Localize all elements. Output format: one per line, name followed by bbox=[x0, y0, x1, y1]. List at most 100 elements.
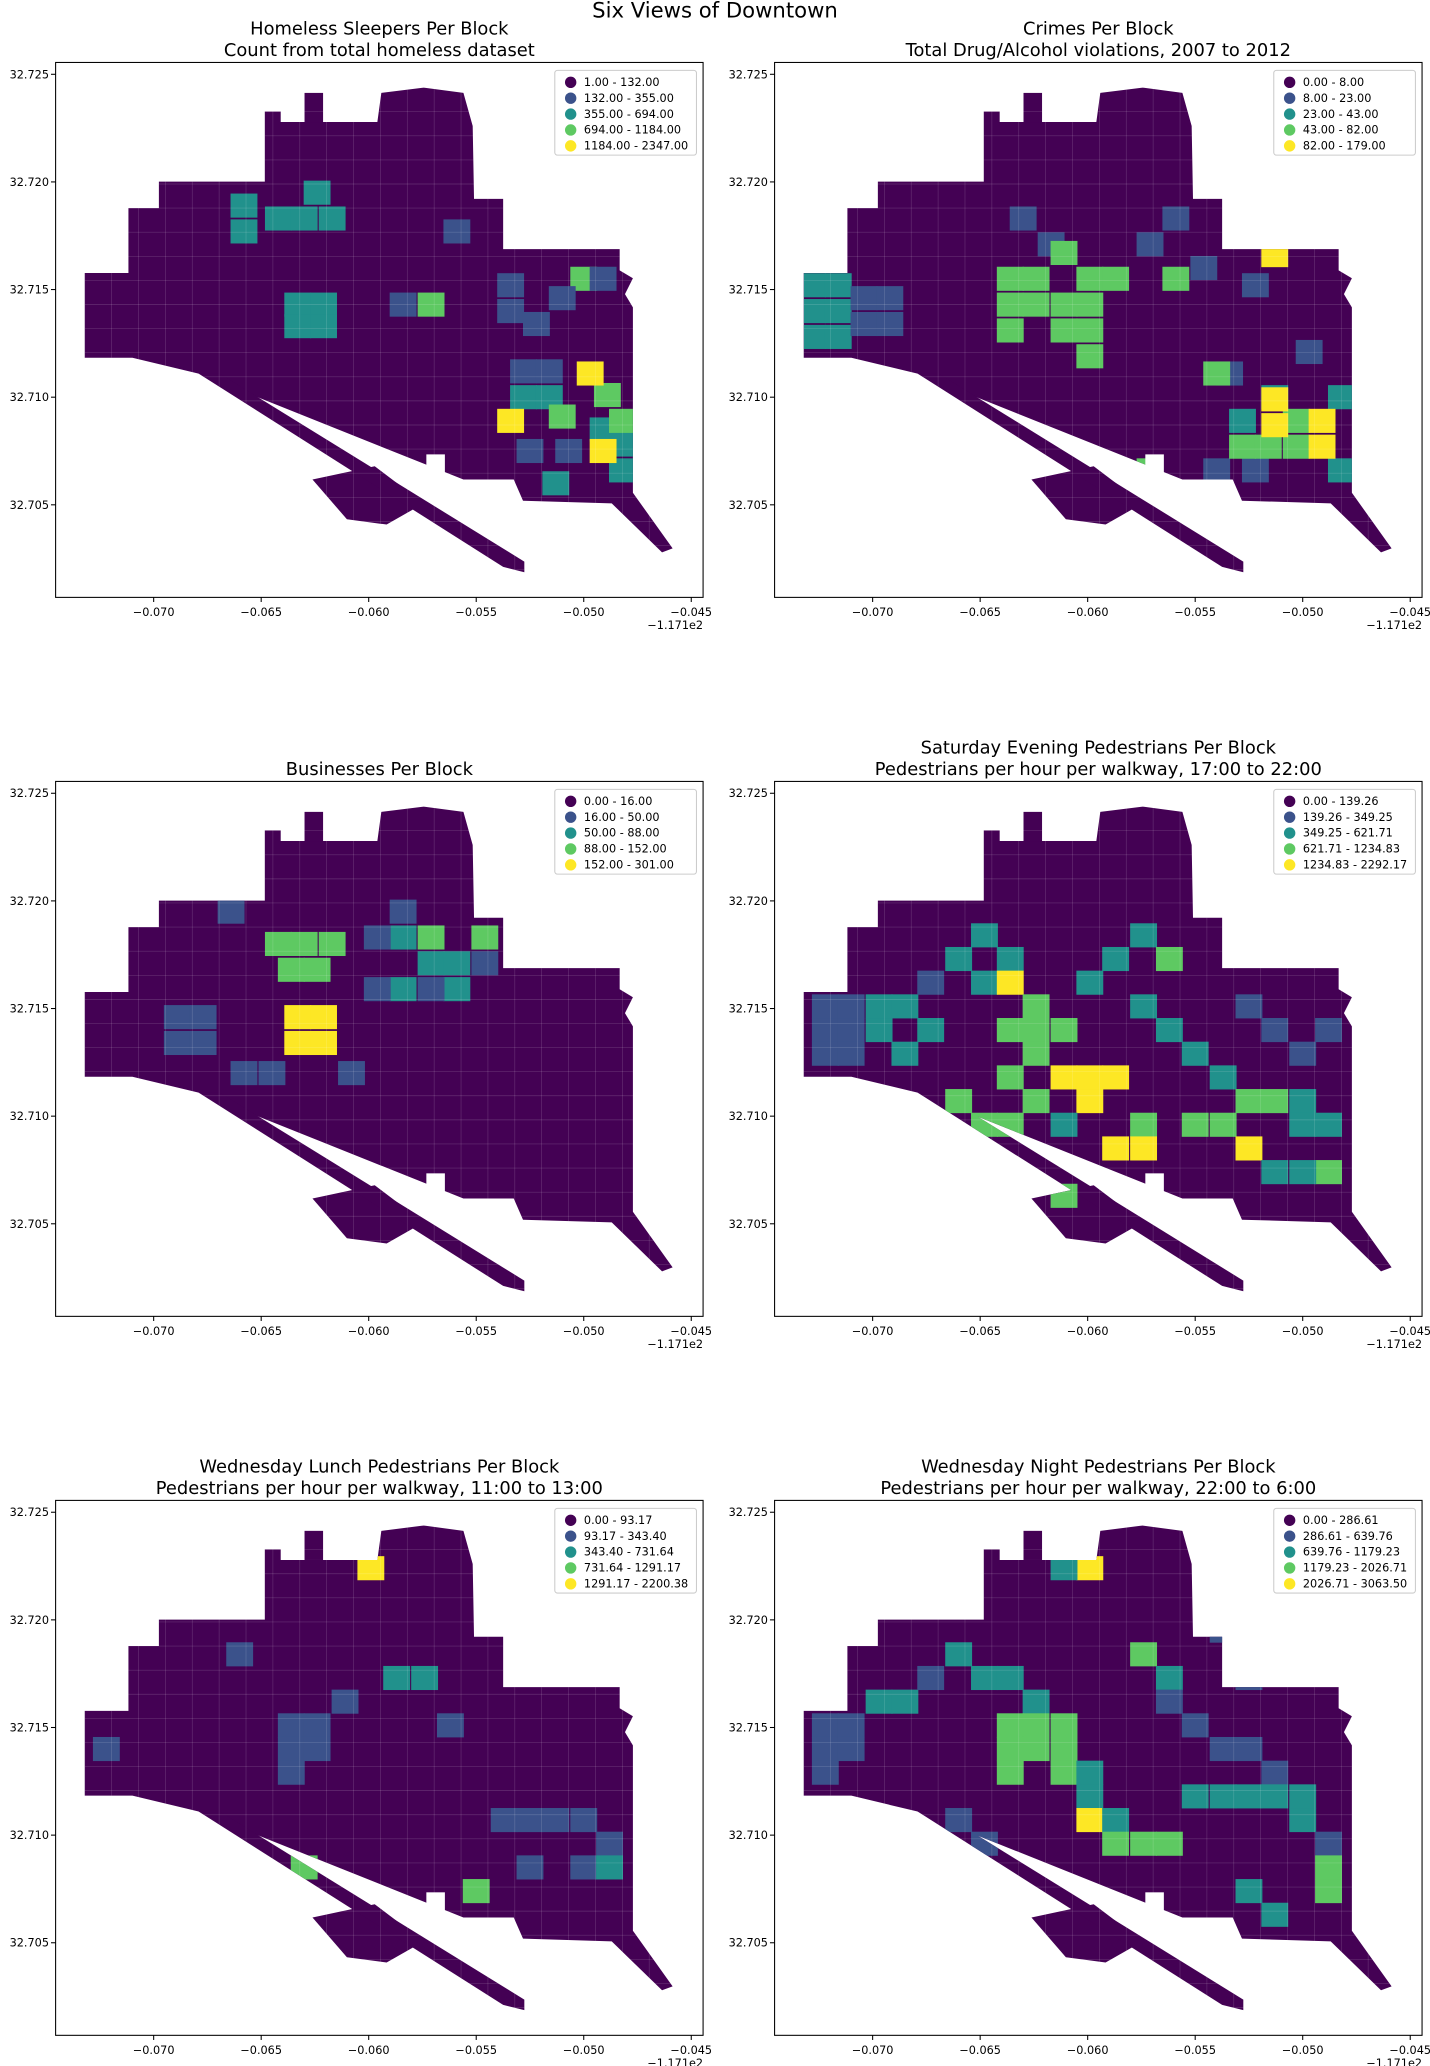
block bbox=[1209, 1112, 1237, 1137]
block bbox=[1050, 240, 1078, 266]
legend-swatch bbox=[1283, 92, 1296, 104]
block bbox=[264, 931, 292, 956]
block bbox=[1209, 1065, 1237, 1090]
block bbox=[1130, 1831, 1158, 1856]
block bbox=[290, 931, 318, 956]
panel-title: Saturday Evening Pedestrians Per Block bbox=[921, 738, 1277, 759]
block bbox=[516, 1808, 544, 1833]
legend-swatch bbox=[564, 811, 577, 823]
block bbox=[837, 1736, 865, 1762]
y-tick-label: 32.715 bbox=[10, 1002, 49, 1015]
block bbox=[1315, 1018, 1342, 1043]
block bbox=[1155, 946, 1183, 972]
legend-swatch bbox=[1283, 859, 1296, 871]
legend-swatch bbox=[564, 1546, 577, 1558]
block bbox=[917, 970, 945, 995]
x-tick-label: −0.070 bbox=[852, 1325, 894, 1338]
block bbox=[1022, 1089, 1050, 1114]
block bbox=[945, 1808, 973, 1833]
block bbox=[497, 408, 525, 433]
legend-swatch bbox=[1283, 827, 1296, 839]
legend-swatch bbox=[1283, 1578, 1296, 1590]
block bbox=[1102, 1831, 1130, 1856]
legend-label: 0.00 - 93.17 bbox=[584, 1514, 652, 1527]
y-tick-label: 32.720 bbox=[729, 176, 768, 189]
x-tick-label: −0.045 bbox=[1389, 2044, 1430, 2057]
block bbox=[850, 286, 878, 311]
block bbox=[1295, 339, 1323, 365]
block bbox=[490, 1808, 518, 1833]
district-shape bbox=[312, 1185, 424, 1244]
legend-label: 23.00 - 43.00 bbox=[1303, 108, 1379, 121]
block bbox=[1022, 994, 1050, 1019]
x-tick-label: −0.060 bbox=[1067, 606, 1109, 619]
panel-title: Homeless Sleepers Per Block bbox=[250, 19, 509, 40]
block bbox=[824, 273, 852, 298]
block bbox=[1261, 1760, 1289, 1785]
block bbox=[996, 946, 1024, 972]
block bbox=[971, 1665, 998, 1691]
legend-label: 93.17 - 343.40 bbox=[584, 1530, 667, 1543]
block bbox=[1162, 266, 1190, 291]
block bbox=[1022, 266, 1050, 291]
x-tick-label: −0.060 bbox=[1067, 2044, 1109, 2057]
block bbox=[318, 931, 346, 956]
x-tick-label: −0.050 bbox=[1282, 606, 1324, 619]
block bbox=[1229, 434, 1256, 459]
block bbox=[1076, 1065, 1104, 1090]
block bbox=[542, 471, 570, 496]
block bbox=[1241, 458, 1269, 483]
block bbox=[1130, 1136, 1158, 1161]
block bbox=[1181, 1784, 1209, 1809]
x-tick-label: −0.055 bbox=[1174, 2044, 1216, 2057]
block bbox=[1235, 1642, 1263, 1667]
x-offset-label: −1.171e2 bbox=[1366, 2057, 1422, 2066]
block bbox=[865, 994, 893, 1019]
block bbox=[837, 994, 865, 1019]
block bbox=[163, 1030, 191, 1056]
block bbox=[1050, 1065, 1078, 1090]
block bbox=[303, 1713, 331, 1738]
legend-label: 286.61 - 639.76 bbox=[1303, 1530, 1393, 1543]
block bbox=[1130, 1112, 1158, 1137]
block bbox=[837, 1041, 865, 1066]
block bbox=[971, 970, 998, 995]
x-tick-label: −0.045 bbox=[670, 1325, 712, 1338]
district-shape bbox=[917, 373, 1244, 573]
block bbox=[996, 318, 1024, 343]
x-tick-label: −0.055 bbox=[455, 2044, 497, 2057]
block bbox=[824, 299, 852, 324]
district-shape bbox=[312, 1904, 424, 1963]
block bbox=[277, 1760, 305, 1785]
x-offset-label: −1.171e2 bbox=[647, 2057, 703, 2066]
block bbox=[1050, 318, 1078, 343]
block bbox=[189, 1030, 217, 1056]
district-shape bbox=[198, 1092, 525, 1292]
x-tick-label: −0.065 bbox=[240, 606, 282, 619]
block bbox=[811, 1018, 839, 1043]
district-shape bbox=[917, 1811, 1244, 2011]
block bbox=[417, 925, 445, 950]
block bbox=[850, 311, 878, 337]
legend-label: 82.00 - 179.00 bbox=[1303, 140, 1386, 153]
x-tick-label: −0.060 bbox=[348, 1325, 390, 1338]
block bbox=[497, 273, 525, 298]
block bbox=[1327, 458, 1355, 483]
block bbox=[389, 977, 417, 1002]
block bbox=[589, 438, 617, 464]
block bbox=[1076, 318, 1104, 343]
block bbox=[1209, 1736, 1237, 1762]
legend: 0.00 - 8.00 8.00 - 23.00 23.00 - 43.00 43.0… bbox=[1273, 69, 1416, 156]
district-shape bbox=[1023, 92, 1043, 123]
x-tick-label: −0.065 bbox=[959, 1325, 1001, 1338]
block bbox=[1155, 1831, 1183, 1856]
axes-frame bbox=[774, 780, 1423, 1317]
block bbox=[1203, 361, 1231, 386]
block bbox=[1235, 1136, 1263, 1161]
district-shape bbox=[198, 373, 525, 573]
block bbox=[1076, 1784, 1104, 1809]
block bbox=[1289, 1089, 1317, 1114]
legend-box bbox=[1273, 69, 1416, 156]
block bbox=[596, 1831, 623, 1856]
block bbox=[1076, 1808, 1104, 1833]
